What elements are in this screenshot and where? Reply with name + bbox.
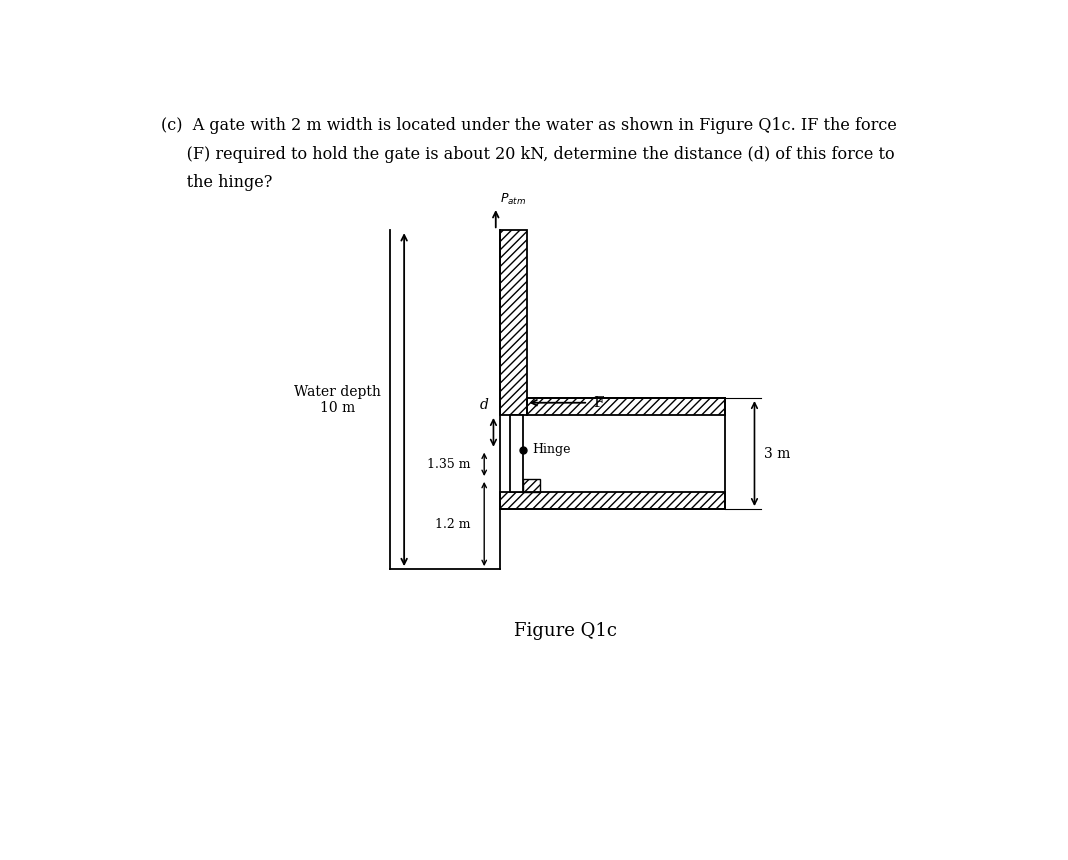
Text: Water depth
10 m: Water depth 10 m (294, 384, 381, 415)
Text: 1.2 m: 1.2 m (435, 518, 470, 531)
Text: F: F (594, 396, 604, 409)
Bar (500, 492, 725, 509)
Text: 3 m: 3 m (764, 446, 790, 461)
Bar (511, 415, 522, 492)
Text: Hinge: Hinge (532, 443, 570, 456)
Text: the hinge?: the hinge? (161, 174, 272, 191)
Bar (528, 398, 725, 415)
Bar (522, 479, 539, 492)
Text: Figure Q1c: Figure Q1c (514, 622, 617, 640)
Text: 1.35 m: 1.35 m (427, 458, 470, 470)
Text: (c)  A gate with 2 m width is located under the water as shown in Figure Q1c. IF: (c) A gate with 2 m width is located und… (161, 117, 897, 134)
Bar (500, 230, 528, 415)
Text: (F) required to hold the gate is about 20 kN, determine the distance (d) of this: (F) required to hold the gate is about 2… (161, 145, 894, 163)
Text: d: d (480, 398, 489, 412)
Text: $P_{atm}$: $P_{atm}$ (500, 192, 525, 207)
